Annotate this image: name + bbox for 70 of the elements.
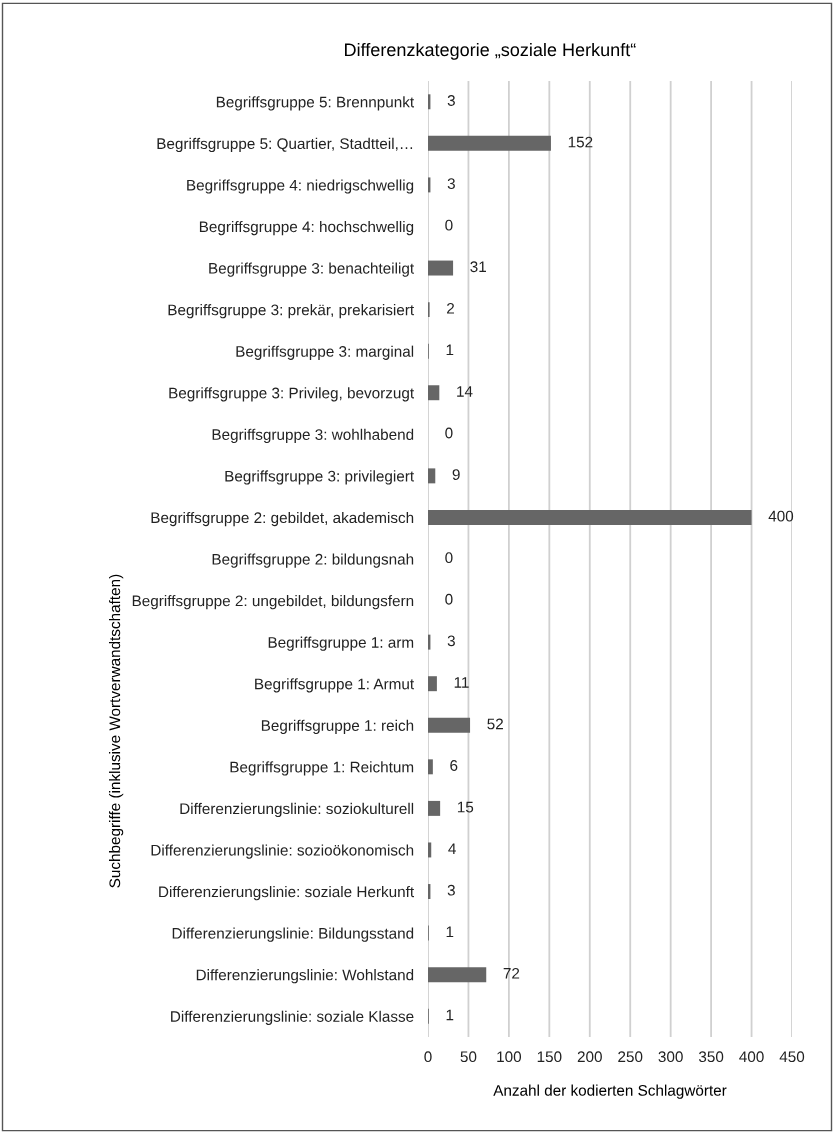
y-tick-label: Begriffsgruppe 1: arm xyxy=(268,636,414,651)
data-label: 3 xyxy=(447,178,455,190)
data-label: 0 xyxy=(445,552,453,564)
x-tick-label: 250 xyxy=(618,1051,643,1063)
y-tick-label: Differenzierungslinie: soziokulturell xyxy=(180,802,414,818)
data-label: 0 xyxy=(445,219,453,231)
bar xyxy=(428,967,487,983)
y-tick-label: Begriffsgruppe 1: Armut xyxy=(255,678,415,693)
data-label: 152 xyxy=(568,136,593,148)
y-tick-label: Begriffsgruppe 2: ungebildet, bildungsfern xyxy=(132,595,414,610)
data-label: 0 xyxy=(445,427,453,439)
bar xyxy=(428,509,752,525)
data-label: 6 xyxy=(450,760,458,771)
data-label: 3 xyxy=(447,635,455,647)
x-tick-label: 200 xyxy=(577,1051,602,1063)
bar xyxy=(428,260,454,276)
data-label: 0 xyxy=(445,593,453,605)
bar xyxy=(428,800,441,816)
y-tick-label: Begriffsgruppe 4: niedrigschwellig xyxy=(187,179,414,194)
y-tick-label: Begriffsgruppe 3: benachteiligt xyxy=(209,262,415,277)
y-tick-label: Begriffsgruppe 3: prekär, prekarisiert xyxy=(168,304,415,319)
data-label: 4 xyxy=(448,843,456,854)
data-label: 15 xyxy=(457,801,474,813)
bar xyxy=(428,385,440,401)
x-tick-label: 150 xyxy=(537,1051,562,1063)
y-tick-label: Begriffsgruppe 5: Brennpunkt xyxy=(216,96,415,111)
data-label: 31 xyxy=(470,261,486,273)
x-tick-label: 0 xyxy=(424,1051,432,1063)
y-tick-label: Begriffsgruppe 1: reich xyxy=(261,719,414,734)
bar xyxy=(428,135,551,151)
chart-title: Differenzkategorie „soziale Herkunft“ xyxy=(345,42,636,60)
y-tick-label: Differenzierungslinie: soziale Klasse xyxy=(171,1010,414,1025)
x-tick-label: 100 xyxy=(497,1051,522,1063)
x-tick-label: 50 xyxy=(460,1051,477,1063)
y-tick-label: Begriffsgruppe 3: Privileg, bevorzugt xyxy=(169,387,415,402)
y-axis-title: Suchbegriffe (inklusive Wortverwandtschaften) xyxy=(108,574,124,888)
data-label: 14 xyxy=(457,386,473,397)
y-tick-label: Begriffsgruppe 2: gebildet, akademisch xyxy=(151,511,414,527)
data-label: 52 xyxy=(487,718,503,730)
y-tick-label: Begriffsgruppe 5: Quartier, Stadtteil,… xyxy=(157,137,413,153)
y-tick-label: Begriffsgruppe 3: marginal xyxy=(236,345,414,360)
data-label: 400 xyxy=(768,510,794,522)
x-tick-label: 350 xyxy=(698,1051,724,1063)
bar xyxy=(428,676,437,692)
x-tick-label: 300 xyxy=(658,1051,683,1063)
y-tick-label: Begriffsgruppe 4: hochschwellig xyxy=(199,220,414,236)
y-tick-label: Begriffsgruppe 1: Reichtum xyxy=(230,761,414,776)
data-label: 11 xyxy=(454,677,469,688)
x-tick-label: 400 xyxy=(739,1051,764,1063)
bar xyxy=(428,759,433,775)
y-tick-label: Differenzierungslinie: Bildungsstand xyxy=(172,927,414,942)
bar xyxy=(428,468,436,484)
x-tick-label: 450 xyxy=(779,1051,805,1063)
y-tick-label: Begriffsgruppe 3: wohlhabend xyxy=(212,428,414,444)
data-label: 1 xyxy=(446,1009,454,1021)
bar xyxy=(428,842,432,858)
x-axis-title: Anzahl der kodierten Schlagwörter xyxy=(493,1084,727,1099)
data-label: 72 xyxy=(503,967,520,979)
data-label: 1 xyxy=(446,926,454,938)
data-label: 1 xyxy=(446,344,454,356)
bar xyxy=(428,717,471,733)
y-tick-label: Differenzierungslinie: sozioökonomisch xyxy=(151,844,414,859)
data-label: 3 xyxy=(447,884,455,896)
data-label: 3 xyxy=(447,95,455,106)
data-label: 9 xyxy=(452,469,460,480)
y-tick-label: Begriffsgruppe 3: privilegiert xyxy=(225,470,415,485)
y-tick-label: Differenzierungslinie: Wohlstand xyxy=(196,969,414,984)
y-tick-label: Begriffsgruppe 2: bildungsnah xyxy=(212,553,414,568)
y-tick-label: Differenzierungslinie: soziale Herkunft xyxy=(159,885,415,901)
data-label: 2 xyxy=(447,302,455,314)
